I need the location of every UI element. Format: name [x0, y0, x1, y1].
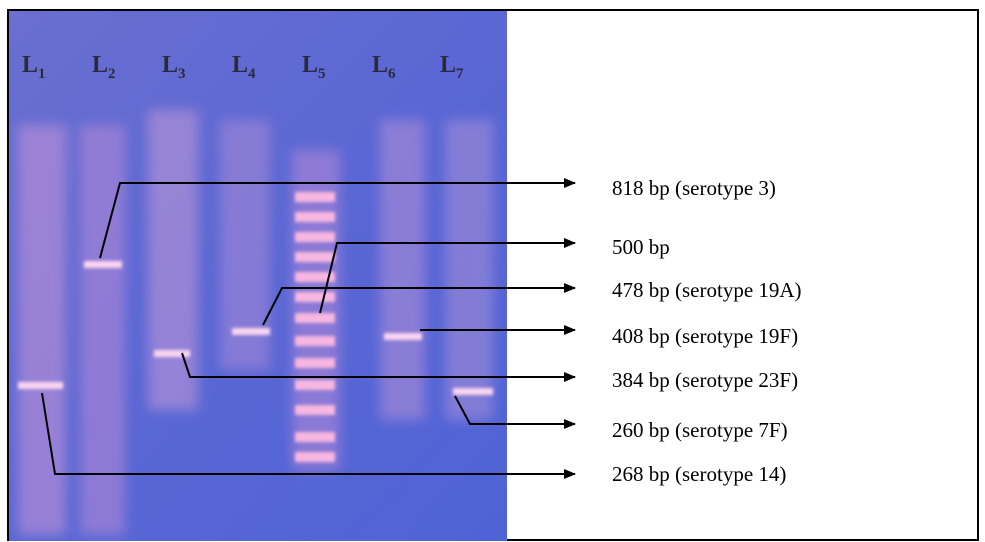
lane-index: 1 — [38, 66, 46, 82]
lane-index: 4 — [248, 66, 256, 82]
lane-letter: L — [92, 52, 108, 78]
band-annotation: 384 bp (serotype 23F) — [612, 368, 798, 392]
band-annotation: 268 bp (serotype 14) — [612, 462, 786, 486]
lane-index: 5 — [318, 66, 326, 82]
lane-letter: L — [302, 52, 318, 78]
lane-index: 7 — [456, 66, 464, 82]
lane-letter: L — [22, 52, 38, 78]
figure: L1L2L3L4L5L6L7 818 bp (serotype 3)500 bp… — [0, 0, 985, 542]
page: {"lanes": [ {"main": "L", "sub": "1"}, {… — [0, 0, 985, 542]
band-annotation: 408 bp (serotype 19F) — [612, 324, 798, 348]
lane-index: 3 — [178, 66, 186, 82]
band-annotation: 478 bp (serotype 19A) — [612, 278, 802, 302]
lane-letter: L — [162, 52, 178, 78]
band-annotation: 818 bp (serotype 3) — [612, 176, 776, 200]
lane-index: 2 — [108, 66, 116, 82]
lane-letter: L — [440, 52, 456, 78]
band-annotation: 500 bp — [612, 235, 670, 259]
band-annotation: 260 bp (serotype 7F) — [612, 418, 788, 442]
lane-index: 6 — [388, 66, 396, 82]
lane-letter: L — [372, 52, 388, 78]
lane-letter: L — [232, 52, 248, 78]
